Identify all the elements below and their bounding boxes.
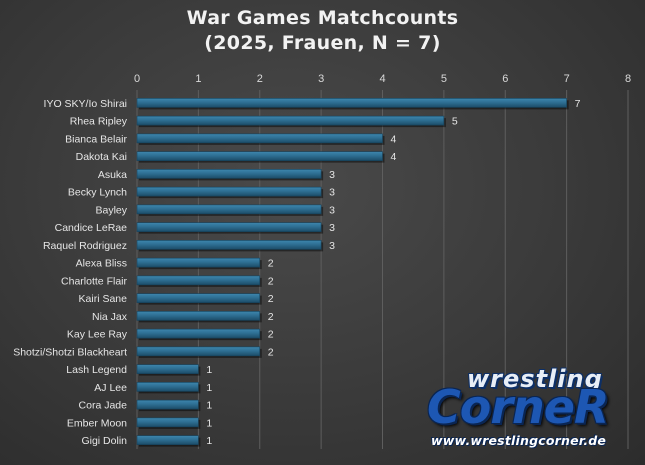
data-labels: 7 5 4 4 3 3 3 3 3 2 2 2 2 2 2 1 1 1 1 1: [206, 98, 580, 447]
bar: [136, 275, 261, 286]
data-label: 2: [268, 311, 274, 323]
category-labels: IYO SKY/Io Shirai Rhea Ripley Bianca Belai…: [13, 98, 128, 447]
bar: [136, 204, 322, 215]
category-label: Cora Jade: [79, 400, 128, 412]
bar: [136, 151, 383, 161]
x-tick-label: 3: [318, 73, 324, 85]
chart-title-line-1: War Games Matchcounts: [186, 7, 459, 29]
data-label: 7: [575, 98, 581, 110]
logo-url: www.wrestlingcorner.de: [431, 433, 607, 448]
bar: [136, 115, 445, 126]
category-label: Nia Jax: [92, 311, 128, 323]
x-tick-label: 4: [379, 73, 385, 85]
data-label: 1: [206, 400, 212, 412]
bar: [136, 346, 261, 357]
data-label: 2: [268, 293, 274, 305]
x-tick-label: 0: [134, 73, 140, 85]
data-label: 2: [268, 275, 274, 287]
data-label: 1: [206, 417, 212, 429]
x-tick-label: 6: [502, 73, 508, 85]
category-label: Bayley: [95, 204, 127, 216]
x-axis-ticks: 0 1 2 3 4 5 6 7 8: [134, 73, 631, 85]
bar: [136, 98, 567, 108]
chart-title: War Games Matchcounts (2025, Frauen, N =…: [0, 6, 645, 56]
category-label: Charlotte Flair: [61, 275, 127, 287]
bar: [136, 186, 322, 197]
category-label: Asuka: [98, 169, 127, 181]
bar: [136, 222, 322, 232]
category-label: IYO SKY/Io Shirai: [44, 98, 127, 110]
logo-text-corner: CorneR: [427, 380, 609, 434]
category-label: AJ Lee: [94, 382, 127, 394]
category-label: Kairi Sane: [79, 293, 128, 305]
category-label: Bianca Belair: [65, 133, 127, 145]
data-label: 2: [268, 329, 274, 341]
category-label: Rhea Ripley: [70, 116, 128, 128]
logo-text-wrestling: wrestling: [467, 365, 603, 393]
chart-title-line-2: (2025, Frauen, N = 7): [204, 32, 441, 54]
data-label: 3: [329, 222, 335, 234]
data-label: 3: [329, 169, 335, 181]
data-label: 4: [391, 151, 397, 163]
category-label: Candice LeRae: [55, 222, 128, 234]
data-label: 4: [391, 133, 397, 145]
category-label: Dakota Kai: [76, 151, 127, 163]
bar: [136, 293, 261, 303]
data-label: 1: [206, 382, 212, 394]
bar: [136, 382, 199, 392]
x-tick-label: 1: [195, 73, 201, 85]
bar: [136, 169, 322, 179]
bar: [136, 364, 199, 374]
bar: [136, 311, 261, 321]
category-label: Kay Lee Ray: [67, 329, 128, 341]
x-tick-label: 8: [625, 73, 631, 85]
bar: [136, 257, 261, 268]
x-tick-label: 7: [564, 73, 570, 85]
bar: [136, 240, 322, 250]
category-label: Lash Legend: [66, 364, 127, 376]
bar: [136, 399, 199, 410]
category-label: Gigi Dolin: [81, 435, 127, 447]
data-label: 2: [268, 258, 274, 270]
bars: [136, 98, 569, 447]
data-label: 1: [206, 435, 212, 447]
bar: [136, 435, 199, 445]
data-label: 5: [452, 116, 458, 128]
category-label: Becky Lynch: [68, 187, 127, 199]
data-label: 3: [329, 204, 335, 216]
bar: [136, 328, 261, 339]
category-label: Raquel Rodriguez: [43, 240, 127, 252]
bar: [136, 133, 383, 144]
data-label: 2: [268, 346, 274, 358]
wrestlingcorner-logo: wrestling CorneR www.wrestlingcorner.de: [425, 365, 635, 460]
category-label: Shotzi/Shotzi Blackheart: [13, 346, 127, 358]
data-label: 3: [329, 187, 335, 199]
x-tick-label: 2: [257, 73, 263, 85]
category-label: Ember Moon: [67, 417, 127, 429]
data-label: 1: [206, 364, 212, 376]
x-tick-label: 5: [441, 73, 447, 85]
data-label: 3: [329, 240, 335, 252]
bar: [136, 417, 199, 428]
category-label: Alexa Bliss: [76, 258, 127, 270]
